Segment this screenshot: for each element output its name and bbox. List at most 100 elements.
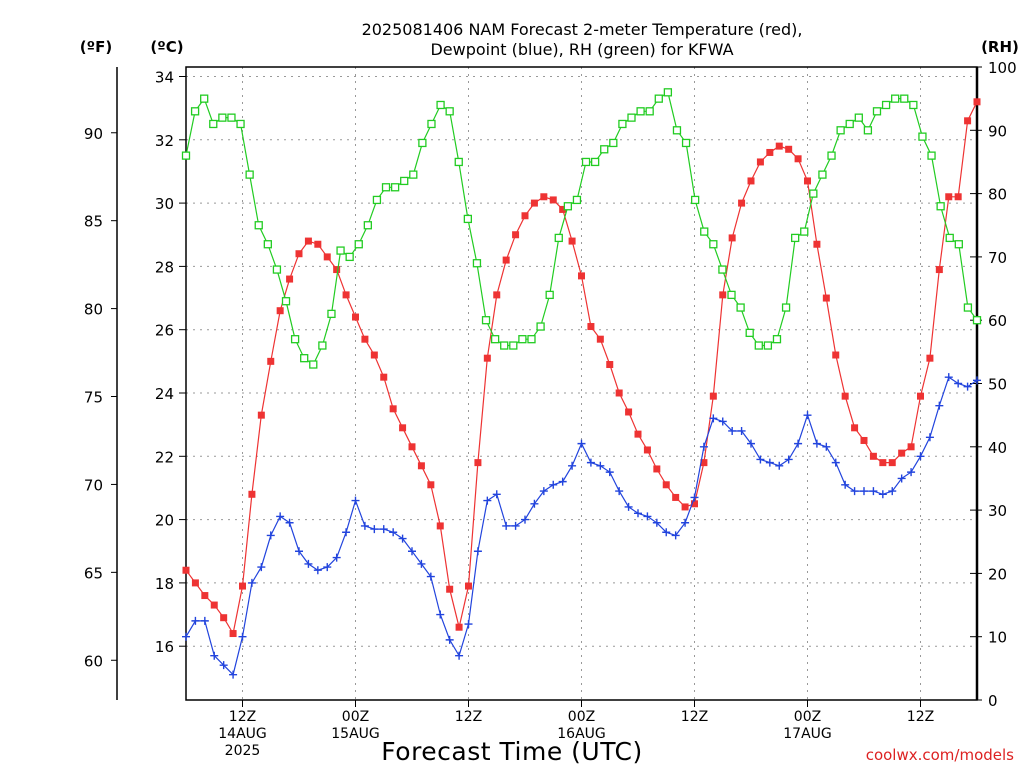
dewpoint-point (351, 496, 360, 505)
dewpoint-point (530, 499, 539, 508)
rh-point (545, 290, 554, 300)
temperature-point (314, 240, 322, 248)
temperature-point (417, 462, 425, 470)
dewpoint-point (360, 521, 369, 530)
chart-title: 2025081406 NAM Forecast 2-meter Temperat… (362, 20, 803, 59)
temperature-point (888, 459, 896, 467)
dewpoint-point (944, 373, 953, 382)
dewpoint-point (954, 379, 963, 388)
dewpoint-point (690, 493, 699, 502)
temperature-point (954, 193, 962, 201)
dewpoint-point (379, 525, 388, 534)
axes (116, 66, 979, 701)
rh-point (472, 259, 482, 268)
rh-point (781, 303, 791, 312)
dewpoint-point (605, 468, 614, 477)
celsius-unit-label: (ºC) (150, 38, 183, 56)
dewpoint-point (445, 635, 454, 644)
temperature-point (512, 231, 520, 239)
dewpoint-line (185, 376, 978, 676)
dewpoint-point (624, 502, 633, 511)
rh-point (227, 113, 236, 122)
rh-point (263, 240, 272, 249)
temperature-point (662, 481, 670, 489)
rh-tick-label: 80 (988, 186, 1007, 204)
rh-point (954, 240, 963, 249)
time-tick-label: 15AUG (331, 726, 380, 742)
rh-point (436, 100, 445, 110)
temperature-point (568, 237, 576, 245)
dewpoint-point (389, 528, 398, 537)
rh-point (745, 328, 754, 338)
temperature-point (427, 481, 435, 489)
rh-point (654, 94, 663, 103)
rh-point (445, 107, 454, 116)
fahrenheit-tick-label: 80 (84, 301, 103, 319)
dewpoint-point (615, 487, 624, 496)
celsius-axis: 16 18 20 22 24 26 28 30 32 34 (155, 68, 186, 656)
rh-point (327, 309, 336, 319)
dewpoint-point (238, 632, 247, 641)
dewpoint-point (182, 632, 190, 641)
rh-point (763, 341, 773, 350)
rh-point (290, 335, 300, 344)
dewpoint-series (182, 373, 981, 679)
rh-point (645, 107, 654, 116)
rh-point (872, 107, 882, 116)
rh-point (854, 113, 863, 122)
dewpoint-point (747, 439, 755, 448)
rh-point (618, 119, 627, 129)
temperature-point (643, 446, 651, 454)
rh-point (572, 195, 582, 205)
temperature-point (615, 389, 623, 397)
rh-point (536, 322, 545, 331)
dewpoint-point (973, 376, 981, 385)
temperature-point (210, 601, 218, 609)
dewpoint-point (850, 487, 859, 496)
dewpoint-point (313, 566, 322, 575)
dewpoint-point (549, 480, 558, 489)
temperature-point (521, 212, 529, 220)
dewpoint-point (916, 452, 925, 461)
time-tick-label: 12Z (681, 709, 708, 725)
temperature-point (380, 373, 388, 381)
fahrenheit-tick-label: 70 (84, 476, 103, 494)
temperature-point (323, 253, 331, 261)
temperature-point (182, 566, 190, 574)
fahrenheit-tick-label: 60 (84, 652, 103, 670)
dewpoint-point (784, 455, 793, 464)
dewpoint-point (596, 461, 605, 470)
temperature-point (813, 240, 821, 248)
temperature-point (728, 234, 736, 242)
rh-point (727, 290, 736, 300)
time-tick-label: 14AUG (218, 726, 267, 742)
rh-tick-label: 20 (988, 565, 1007, 583)
rh-point (845, 119, 854, 129)
dewpoint-point (200, 616, 209, 625)
temperature-point (832, 351, 840, 359)
temperature-point (559, 205, 567, 213)
dewpoint-point (247, 578, 256, 587)
rh-point (509, 341, 518, 350)
rh-point (681, 138, 691, 148)
rh-point (700, 227, 709, 236)
rh-point (190, 107, 200, 116)
grid-lines (186, 67, 977, 700)
dewpoint-point (398, 534, 407, 543)
temperature-point (794, 155, 802, 163)
dewpoint-point (662, 528, 671, 537)
rh-axis: 0 10 20 30 40 50 60 70 80 90 100 (970, 59, 1017, 710)
rh-point (900, 94, 909, 103)
rh-tick-label: 60 (988, 312, 1007, 330)
dewpoint-point (728, 426, 737, 435)
dewpoint-point (473, 547, 482, 556)
rh-point (827, 151, 836, 160)
dewpoint-point (426, 572, 435, 581)
temperature-point (672, 493, 680, 501)
rh-point (354, 240, 363, 249)
dewpoint-point (812, 439, 821, 448)
temperature-point (578, 272, 585, 280)
dewpoint-point (295, 547, 303, 556)
dewpoint-point (417, 559, 426, 568)
